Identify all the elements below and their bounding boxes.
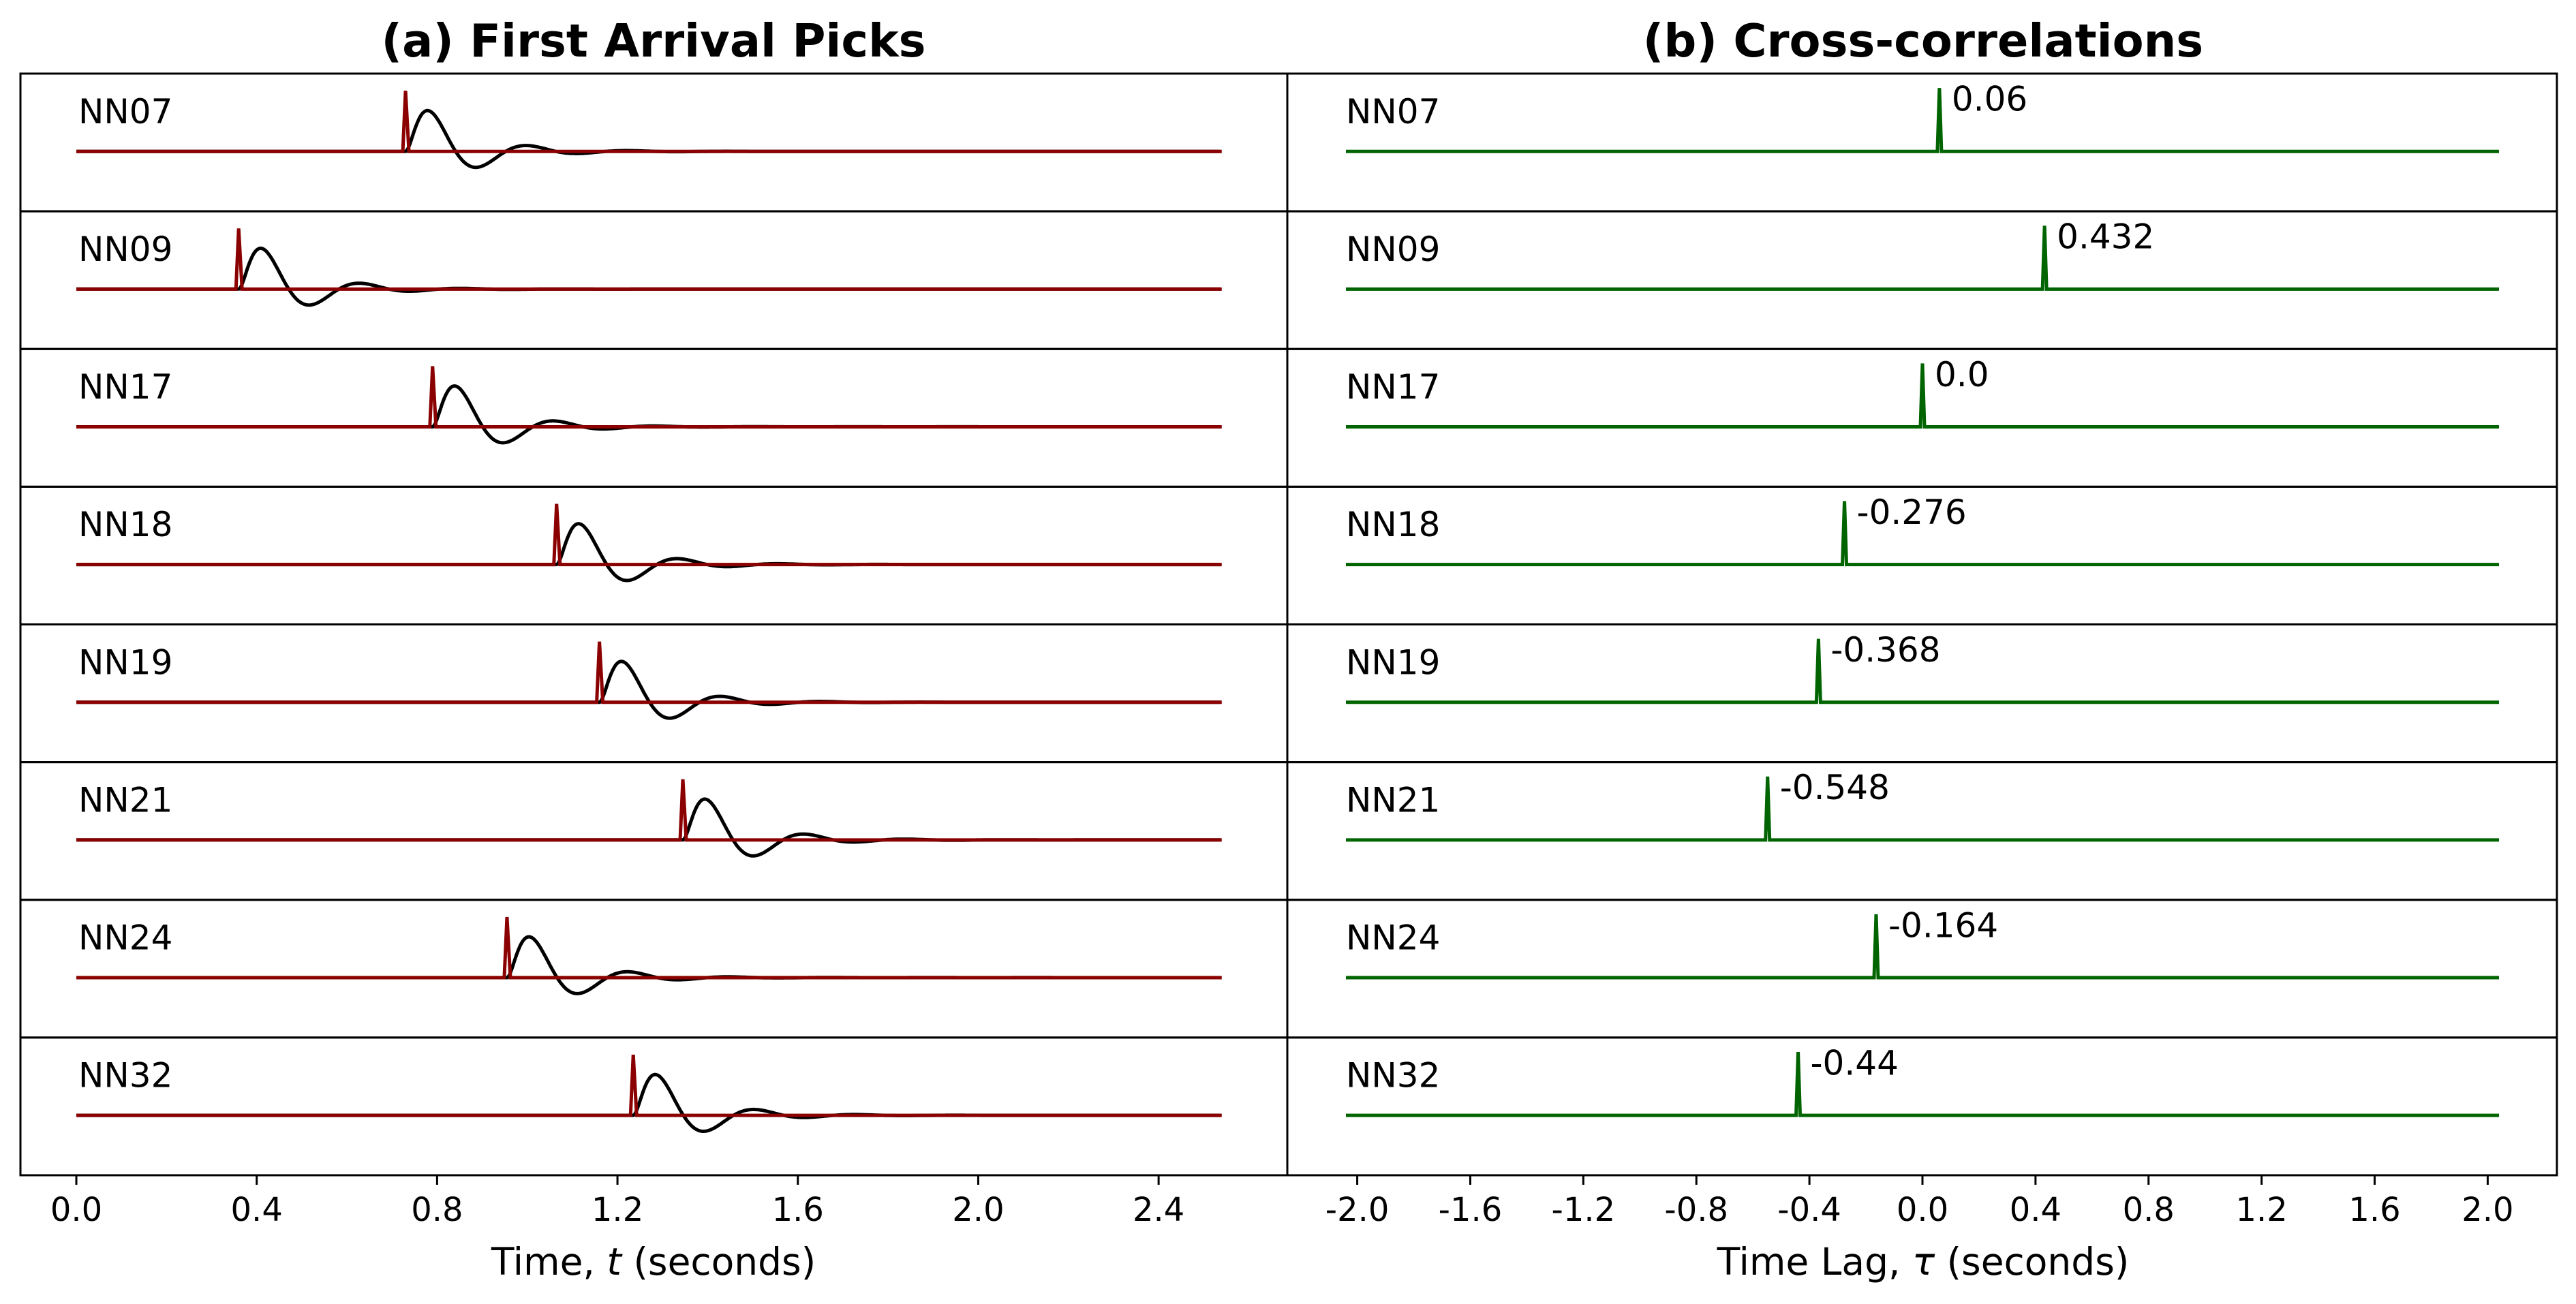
pick-spike	[76, 641, 1222, 704]
station-label: NN18	[1346, 505, 1440, 544]
panel-a-x-tick-label: 1.6	[772, 1191, 824, 1229]
waveform-trace	[76, 246, 1221, 307]
panel-b-x-tick-label: -0.4	[1777, 1191, 1841, 1229]
station-label: NN19	[78, 642, 172, 682]
pick-spike	[76, 916, 1222, 980]
waveform-trace	[76, 384, 1221, 445]
pick-spike	[76, 1054, 1222, 1117]
waveform-trace	[76, 659, 1221, 720]
xcorr-trace	[1346, 1052, 2499, 1117]
pick-spike	[76, 503, 1222, 567]
panel-a-x-tick-label: 1.2	[592, 1191, 643, 1229]
panel-b-x-tick-label: -0.8	[1664, 1191, 1728, 1229]
waveform-trace	[76, 1072, 1221, 1133]
station-label: NN18	[78, 505, 172, 544]
xcorr-trace	[1346, 914, 2499, 980]
panel-b-x-tick-label: 0.4	[2010, 1191, 2061, 1229]
waveform-trace	[76, 522, 1221, 583]
station-label: NN21	[1346, 780, 1440, 820]
pick-spike	[76, 366, 1222, 429]
panel-b-x-tick-label: 0.8	[2123, 1191, 2175, 1229]
pick-spike	[76, 228, 1222, 291]
station-label: NN07	[78, 92, 172, 131]
station-label: NN32	[78, 1056, 172, 1096]
station-label: NN19	[1346, 642, 1440, 682]
lag-value-label: -0.44	[1811, 1043, 1899, 1083]
xcorr-trace	[1346, 501, 2499, 567]
pick-spike	[76, 91, 1222, 153]
panel-b-row-frame	[1286, 72, 2558, 213]
panel-a-row-frame	[19, 347, 1289, 488]
xcorr-trace	[1346, 363, 2499, 429]
lag-value-label: 0.06	[1952, 80, 2027, 119]
pick-spike	[76, 779, 1222, 842]
panel-b-x-tick-label: -1.6	[1439, 1191, 1503, 1229]
panel-b-title: (b) Cross-correlations	[1643, 14, 2203, 67]
panel-b-x-tick-label: -1.2	[1552, 1191, 1616, 1229]
panel-b-x-tick-label: 0.0	[1897, 1191, 1948, 1229]
panel-b-x-tick-label: 1.2	[2235, 1191, 2287, 1229]
station-label: NN07	[1346, 92, 1440, 131]
panel-a-row-frame	[19, 210, 1289, 350]
station-label: NN09	[78, 230, 172, 269]
xcorr-trace	[1346, 226, 2499, 291]
panel-b-row-frame	[1286, 1036, 2558, 1177]
panel-a-x-tick-label: 0.8	[411, 1191, 463, 1229]
station-label: NN24	[1346, 918, 1440, 958]
waveform-trace	[76, 797, 1221, 858]
lag-value-label: -0.548	[1780, 768, 1890, 807]
panel-b-x-tick-label: 1.6	[2348, 1191, 2400, 1229]
waveform-trace	[76, 108, 1221, 170]
panel-a-x-tick-label: 0.0	[50, 1191, 102, 1229]
panel-b-row-frame	[1286, 761, 2558, 901]
panel-a-row-frame	[19, 485, 1289, 625]
station-label: NN17	[78, 367, 172, 407]
panel-b-x-tick-label: 2.0	[2462, 1191, 2513, 1229]
panel-b-row-frame	[1286, 210, 2558, 350]
lag-value-label: -0.276	[1857, 493, 1967, 532]
xcorr-trace	[1346, 88, 2499, 153]
panel-b-x-axis-label: Time Lag, τ (seconds)	[1717, 1240, 2130, 1284]
station-label: NN32	[1346, 1056, 1440, 1096]
xcorr-trace	[1346, 776, 2499, 842]
panel-a-title: (a) First Arrival Picks	[381, 14, 925, 67]
panel-a-row-frame	[19, 899, 1289, 1039]
panel-a-row-frame	[19, 623, 1289, 764]
panel-a-x-axis-label: Time, t (seconds)	[491, 1240, 816, 1284]
panel-b-x-tick-label: -2.0	[1325, 1191, 1390, 1229]
panel-a-x-tick-label: 2.4	[1133, 1191, 1184, 1229]
panel-a-row-frame	[19, 72, 1289, 213]
panel-b-cross-correlations: NN07 0.06 NN09 0.432 NN17 0.0 NN18 -0.276 NN19 -0…	[1286, 72, 2558, 1229]
panel-a-x-tick-label: 2.0	[952, 1191, 1004, 1229]
lag-value-label: 0.432	[2057, 217, 2154, 257]
panel-a-first-arrivals: NN07 NN09 NN17 NN18 NN19 NN21 NN24 NN32 0.0 0.4 0.…	[19, 72, 1289, 1229]
station-label: NN09	[1346, 230, 1440, 269]
station-label: NN17	[1346, 367, 1440, 407]
panel-a-x-tick-label: 0.4	[231, 1191, 283, 1229]
xcorr-trace	[1346, 638, 2499, 704]
station-label: NN24	[78, 918, 172, 958]
panel-a-row-frame	[19, 761, 1289, 901]
lag-value-label: -0.368	[1830, 630, 1940, 670]
lag-value-label: 0.0	[1935, 355, 1989, 394]
station-label: NN21	[78, 780, 172, 820]
lag-value-label: -0.164	[1888, 905, 1998, 945]
panel-a-row-frame	[19, 1036, 1289, 1177]
waveform-trace	[76, 935, 1221, 995]
